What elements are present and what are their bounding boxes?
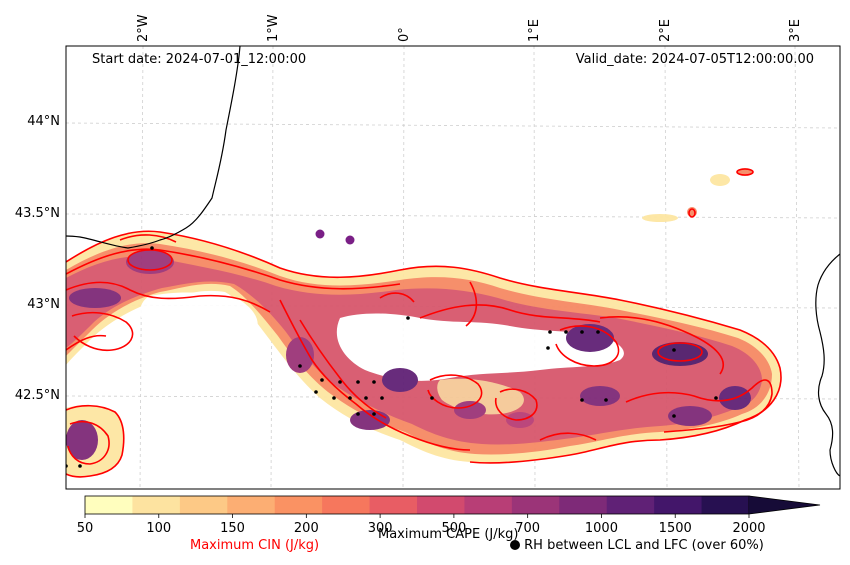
purple-marker bbox=[345, 235, 355, 245]
colorbar-tick-label: 2000 bbox=[732, 521, 766, 536]
colorbar-tick-label: 50 bbox=[76, 521, 94, 536]
rh-legend: RH between LCL and LFC (over 60%) bbox=[510, 538, 764, 553]
colorbar-tick-label: 500 bbox=[441, 521, 467, 536]
colorbar-tick-label: 200 bbox=[293, 521, 319, 536]
lat-label-43n: 43°N bbox=[27, 297, 60, 312]
rh-legend-label: RH between LCL and LFC (over 60%) bbox=[524, 538, 764, 553]
cin-contours bbox=[66, 168, 782, 478]
colorbar-tick-label: 700 bbox=[515, 521, 541, 536]
cin-legend-label: Maximum CIN (J/kg) bbox=[190, 538, 320, 553]
colorbar-tick-label: 100 bbox=[146, 521, 172, 536]
rh-markers bbox=[66, 246, 718, 468]
cape-field bbox=[66, 168, 781, 477]
colorbar-tick-label: 150 bbox=[220, 521, 245, 536]
start-date-label: Start date: 2024-07-01_12:00:00 bbox=[92, 52, 307, 67]
valid-date-label: Valid_date: 2024-07-05T12:00:00.00 bbox=[575, 52, 814, 67]
purple-marker bbox=[315, 229, 325, 239]
lat-label-44n: 44°N bbox=[27, 114, 60, 129]
colorbar-tick-label: 1000 bbox=[584, 521, 618, 536]
rh-dot-icon bbox=[510, 540, 520, 550]
coastlines bbox=[66, 46, 840, 477]
colorbar-tick-label: 300 bbox=[367, 521, 393, 536]
lat-label-43-5n: 43.5°N bbox=[14, 206, 60, 221]
lat-label-42-5n: 42.5°N bbox=[14, 388, 60, 403]
colorbar-tick-label: 1500 bbox=[658, 521, 692, 536]
gridlines bbox=[66, 46, 840, 489]
cape-colorbar-title: Maximum CAPE (J/kg) bbox=[378, 527, 519, 542]
